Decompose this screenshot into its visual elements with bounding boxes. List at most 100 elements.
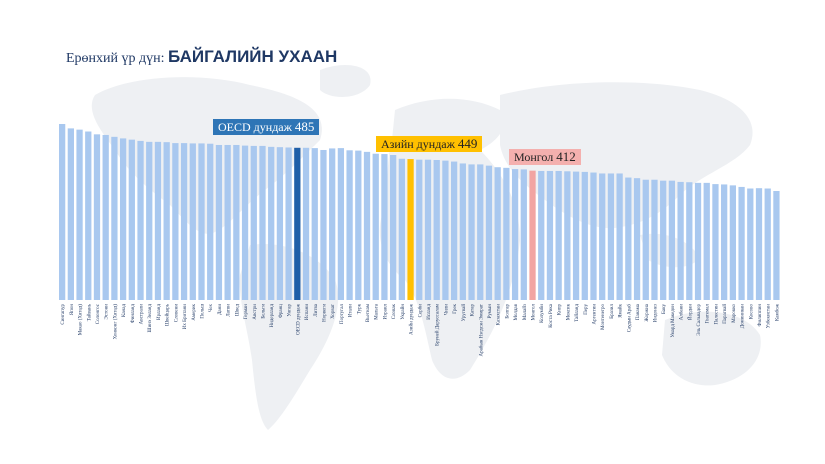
bar-34 (355, 150, 362, 300)
x-tick-label: Аргентин (593, 304, 598, 325)
x-tick-label: Израил (383, 304, 388, 320)
x-tick-label: Катар (471, 304, 476, 317)
x-tick-label: Марокко (732, 304, 737, 323)
x-tick-label: Узбекистан (767, 304, 772, 329)
bar-48 (477, 164, 484, 300)
x-tick-label: Хонконг (Хятад) (113, 304, 118, 340)
bar-4 (93, 134, 101, 300)
x-tick-label: Австри (253, 304, 258, 320)
x-tick-label: Португал (340, 304, 345, 324)
x-tick-label: Монгол (532, 304, 537, 321)
x-tick-label: Баку (662, 304, 667, 314)
title-prefix: Ерөнхий үр дүн: (66, 51, 165, 66)
bar-74 (703, 182, 710, 300)
x-tick-label: Доминикан (741, 304, 746, 329)
x-tick-label: Нидерланд (270, 304, 275, 328)
x-tick-label: Индонез (653, 304, 658, 322)
page-title: Ерөнхий үр дүн: БАЙГАЛИЙН УХААН (66, 47, 337, 67)
x-tick-label: Австрали (140, 304, 145, 325)
x-tick-label: Панама (636, 303, 641, 320)
bar-73 (694, 182, 702, 300)
bar-67 (642, 179, 649, 300)
bar-54 (529, 170, 536, 300)
bar-72 (686, 182, 693, 300)
bar-69 (660, 180, 667, 300)
bar-81 (764, 188, 771, 300)
bar-21 (241, 145, 249, 300)
x-tick-label: Парагвай (723, 304, 728, 324)
bar-33 (346, 150, 353, 300)
bar-35 (363, 151, 371, 300)
bar-76 (721, 184, 728, 300)
x-tick-label: Саудын Араб (627, 304, 632, 333)
x-tick-label: Финланд (131, 304, 136, 324)
bar-78 (738, 186, 745, 300)
x-tick-label: Их Британи (183, 304, 188, 330)
bar-31 (329, 148, 336, 300)
x-tick-label: Болгар (505, 304, 510, 319)
mongolia-label: Монгол (514, 150, 554, 164)
x-tick-label: Колумби (540, 304, 545, 323)
bar-7 (119, 138, 127, 300)
x-tick-label: Гватемал (706, 304, 711, 324)
x-tick-label: OECD дундаж (296, 303, 301, 334)
bar-13 (172, 143, 179, 300)
bar-52 (511, 169, 519, 300)
bar-62 (599, 173, 606, 300)
bar-10 (146, 141, 153, 300)
asia-average-label: Азийн дундаж (381, 137, 455, 151)
x-tick-label: Бельги (261, 304, 266, 319)
bar-63 (607, 173, 615, 300)
bar-15 (189, 143, 196, 300)
bar-53 (520, 169, 527, 300)
bar-24 (268, 146, 275, 300)
x-tick-label: Эль Сальвадор (697, 304, 702, 336)
bar-65 (625, 177, 632, 300)
bar-49 (485, 165, 493, 300)
x-tick-label: Уругвай (462, 304, 467, 322)
europe-africa-shape (379, 98, 520, 379)
bar-61 (590, 172, 597, 300)
x-tick-label: Камбож (775, 303, 780, 321)
x-tick-label: Румын (488, 304, 493, 319)
x-tick-label: Солонгос (96, 303, 101, 324)
bar-6 (111, 136, 118, 300)
x-tick-label: Словак (392, 303, 397, 319)
asia-shape (500, 82, 753, 229)
x-tick-label: Чили (444, 304, 449, 315)
bar-29 (311, 148, 318, 300)
x-tick-label: Эстони (105, 304, 110, 320)
australia-shape (662, 311, 761, 386)
x-tick-label: Умард Македон (671, 304, 676, 338)
bar-28 (302, 147, 310, 300)
bar-40 (407, 159, 414, 300)
x-tick-label: Перу (584, 304, 589, 315)
x-tick-label: Шинэ Зеланд (148, 304, 153, 333)
x-tick-label: Мексик (566, 303, 571, 320)
x-tick-label: Сингапур (61, 304, 66, 325)
bar-14 (180, 143, 188, 300)
bar-58 (564, 171, 571, 300)
bar-46 (459, 163, 466, 300)
bar-64 (616, 173, 623, 300)
x-tick-label: Коста Рика (549, 303, 554, 327)
bar-70 (668, 180, 676, 300)
mongolia-value: 412 (556, 149, 576, 164)
bar-38 (390, 155, 397, 300)
bar-60 (581, 171, 588, 300)
x-tick-label: Макао (Хятад) (79, 304, 84, 336)
bar-32 (337, 148, 345, 300)
bar-9 (137, 140, 144, 300)
x-tick-label: Литва (314, 303, 319, 317)
x-tick-label: Косово (749, 304, 754, 320)
x-tick-label: Мальта (375, 303, 380, 320)
x-tick-label: Жоржиа (645, 303, 650, 321)
bar-16 (198, 143, 205, 300)
x-tick-labels-group: Сингапур Япон Макао (Хятад) Тайвань Солонгос… (61, 303, 780, 356)
bar-39 (398, 158, 405, 300)
x-tick-label: Америк (192, 303, 197, 320)
x-tick-label: Албани (680, 304, 685, 321)
x-tick-label: Исланд (427, 304, 432, 320)
x-tick-label: Малайз (523, 304, 528, 320)
bars-group (59, 124, 780, 300)
